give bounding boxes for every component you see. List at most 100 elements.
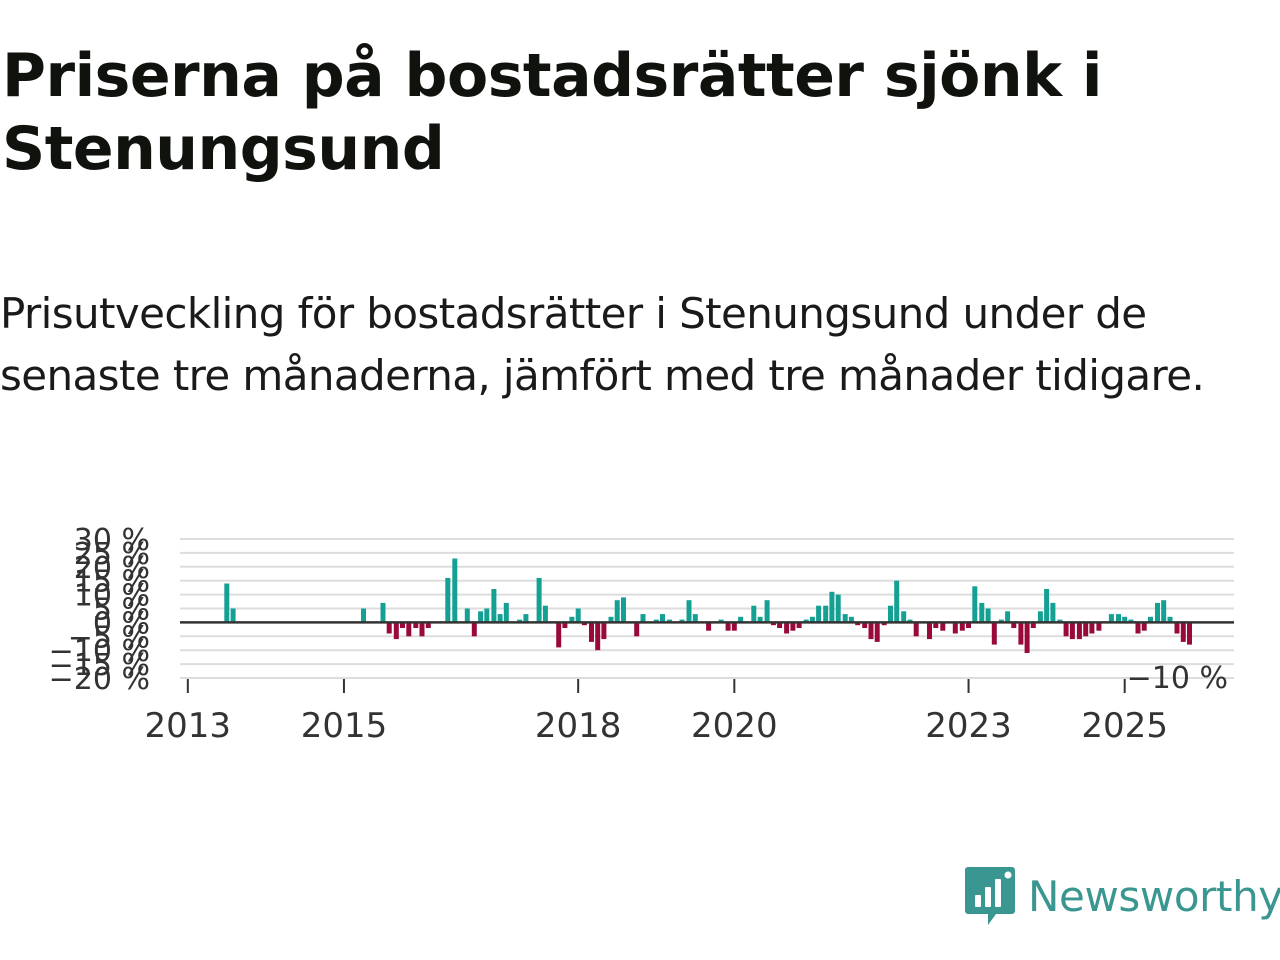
bar [985,608,991,623]
bar [959,622,965,631]
bar [425,622,431,628]
x-tick-label: 2023 [925,706,1012,745]
bar [1089,622,1095,634]
y-tick-label: 10 % [74,579,150,614]
bar [400,622,405,628]
bar [536,577,542,623]
bar [1174,622,1180,634]
y-tick-label: −5 % [68,620,150,655]
bar [790,622,796,631]
bar [881,622,887,626]
bar [452,558,458,623]
bar [848,616,854,623]
bar [386,622,392,634]
bar [667,619,672,623]
bar [1108,614,1114,623]
bar [361,608,366,623]
bar [478,611,484,623]
x-tick-label: 2018 [535,706,622,745]
bar [1135,622,1141,634]
bar [731,622,737,631]
bar [991,622,997,645]
chart-subtitle: Prisutveckling för bostadsrätter i Stenu… [0,289,1205,400]
bar [523,614,529,623]
bar [835,594,841,623]
bar [803,619,809,623]
y-tick-label: 30 % [74,523,150,558]
bar [581,622,587,626]
bar [634,622,640,637]
bar [901,611,907,623]
bar [406,622,412,637]
bar [933,622,939,628]
x-tick-label: 2015 [301,706,388,745]
bar [751,605,757,623]
bar [224,583,230,623]
bar [413,622,419,628]
bar [1161,600,1167,623]
bar [868,622,874,640]
bar [484,608,490,623]
bar [471,622,477,637]
bar [491,589,497,623]
bar [1122,616,1128,623]
bar [589,622,594,642]
brand-name: Newsworthy [1028,871,1280,921]
bar [503,602,509,623]
bar [556,622,562,648]
bar [679,619,685,623]
bar [497,614,503,623]
y-tick-label: 15 % [74,565,150,600]
bar [1167,616,1173,623]
y-tick-label: −10 % [49,634,150,669]
bar [1011,622,1017,628]
bar [888,605,893,623]
bar [595,622,601,651]
bar [1141,622,1147,631]
bar [562,622,568,628]
bar [1096,622,1102,631]
bar [966,622,971,628]
bar [927,622,932,640]
bar [725,622,731,631]
bar [393,622,399,640]
x-axis: 2013 2015 2018 2020 2023 2025 [145,679,1168,745]
y-tick-label: −15 % [49,648,150,683]
bar [764,600,770,623]
bar [784,622,790,634]
bar [692,614,698,623]
bar [823,605,829,623]
bar [738,616,744,623]
bar [1128,619,1134,623]
y-tick-label: 25 % [74,537,150,572]
bar [777,622,783,628]
bar [1018,622,1024,645]
bar [816,605,822,623]
x-tick-label: 2013 [145,706,232,745]
bar [1005,611,1011,623]
bar [575,608,581,623]
bar [1187,622,1192,645]
bar [464,608,470,623]
bar [972,586,978,623]
last-value-label: −10 % [1127,661,1228,696]
bar [1083,622,1089,637]
bar [660,614,665,623]
bar [621,597,626,623]
bar [1044,589,1050,623]
newsworthy-logo: Newsworthy [964,864,1280,928]
bar [796,622,802,628]
bar [445,577,451,623]
y-tick-label: 5 % [93,593,150,628]
x-tick-label: 2025 [1081,706,1168,745]
bar [907,619,913,623]
bar [855,622,861,626]
bar [653,619,659,623]
bar [1069,622,1075,640]
bar [1024,622,1030,653]
bar [809,616,815,623]
y-tick-label: 20 % [74,551,150,586]
bar [608,616,614,623]
bar [979,602,985,623]
bar [640,614,646,623]
